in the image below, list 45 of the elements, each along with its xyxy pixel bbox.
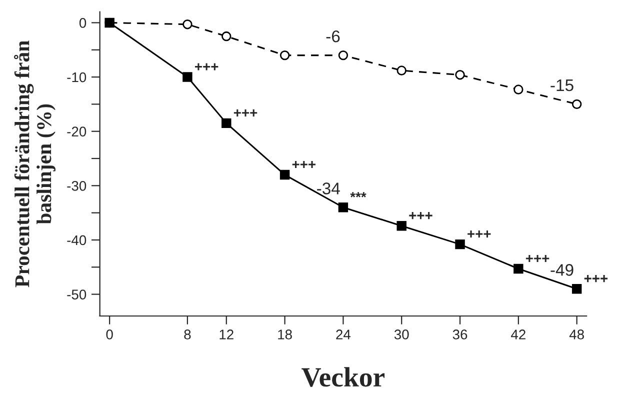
point [280,50,290,60]
point [182,19,192,30]
x-tick-label: 8 [184,330,191,340]
annotation: *** [350,192,366,198]
point [455,70,465,80]
point [182,72,192,82]
point [338,202,348,212]
y-tick-label: -50 [67,290,86,300]
y-tick-label: -40 [67,235,86,246]
point [455,239,465,250]
data-label: -6 [326,30,340,42]
x-tick-label: 48 [569,330,584,340]
annotation: +++ [292,160,316,168]
annotation: +++ [194,63,218,70]
x-tick-label: 18 [278,330,292,340]
data-label: -34 [317,182,340,194]
x-tick-label: 12 [220,330,234,340]
y-tick-label: -10 [67,72,86,82]
annotation: +++ [584,275,608,282]
point [222,31,232,42]
point [572,99,582,110]
point [280,170,290,180]
point [222,118,232,128]
point [396,66,406,76]
point [396,220,406,231]
y-axis-title: Procentuell förändring från baslinjen (%) [14,40,56,288]
x-tick-label: 30 [394,330,409,340]
point [514,84,524,94]
annotation: +++ [409,212,432,220]
annotation: +++ [526,254,550,262]
data-label: -15 [550,80,574,92]
y-tick-label: 0 [79,18,86,28]
x-tick-label: 0 [106,330,113,340]
point [514,264,524,274]
annotation: +++ [234,109,258,116]
x-axis-title: Veckor [302,367,385,387]
x-tick-label: 42 [511,330,526,340]
point [338,50,348,60]
y-tick-label: -20 [67,126,86,137]
x-tick-label: 24 [336,330,351,340]
y-tick-label: -30 [67,180,86,191]
annotation: +++ [468,230,491,238]
x-tick-label: 36 [452,330,468,340]
data-label: -49 [550,264,574,276]
point [572,284,582,294]
